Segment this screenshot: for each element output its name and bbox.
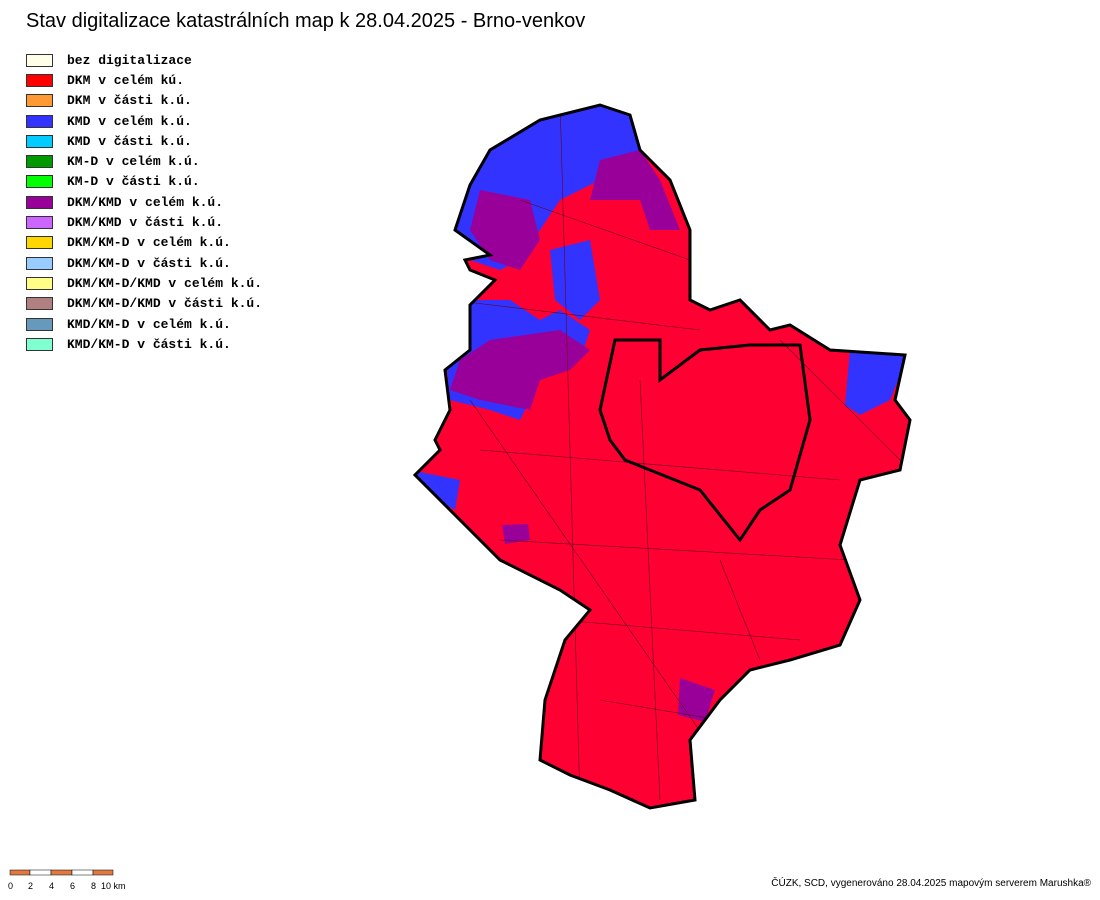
legend-label: KMD/KM-D v celém k.ú. [67,316,231,332]
scale-label: 2 [28,881,33,891]
legend: bez digitalizace DKM v celém kú. DKM v čás… [26,50,262,354]
legend-item: DKM v celém kú. [26,70,262,90]
legend-item: KMD/KM-D v celém k.ú. [26,314,262,334]
legend-label: KMD v celém k.ú. [67,113,192,129]
legend-item: KM-D v části k.ú. [26,172,262,192]
scale-label: 6 [70,881,75,891]
legend-item: DKM/KMD v části k.ú. [26,212,262,232]
legend-swatch [26,155,53,169]
legend-item: bez digitalizace [26,50,262,70]
legend-label: DKM/KM-D v části k.ú. [67,255,231,271]
scale-label: 4 [49,881,54,891]
legend-swatch [26,94,53,108]
legend-item: KMD v části k.ú. [26,131,262,151]
legend-item: KMD/KM-D v části k.ú. [26,334,262,354]
district-border [412,103,912,810]
legend-label: DKM/KM-D/KMD v části k.ú. [67,296,263,312]
legend-item: DKM/KM-D v celém k.ú. [26,233,262,253]
scale-label: 10 km [101,881,126,891]
legend-swatch [26,195,53,209]
legend-swatch [26,297,53,311]
legend-label: KMD/KM-D v části k.ú. [67,336,231,352]
legend-swatch [26,114,53,128]
map-regions [415,105,910,808]
legend-label: KM-D v celém k.ú. [67,154,200,170]
legend-swatch [26,216,53,230]
legend-swatch [26,256,53,270]
legend-item: DKM/KM-D v části k.ú. [26,253,262,273]
legend-swatch [26,236,53,250]
credit: ČÚZK, SCD, vygenerováno 28.04.2025 mapov… [771,878,1091,889]
legend-item: DKM/KMD v celém k.ú. [26,192,262,212]
legend-swatch [26,134,53,148]
legend-swatch [26,337,53,351]
legend-label: DKM v části k.ú. [67,93,192,109]
legend-item: KMD v celém k.ú. [26,111,262,131]
legend-swatch [26,73,53,87]
legend-label: DKM v celém kú. [67,72,185,88]
legend-item: DKM v části k.ú. [26,91,262,111]
legend-swatch [26,175,53,189]
legend-item: KM-D v celém k.ú. [26,151,262,171]
scale-labels: 0 2 4 6 8 10 km [8,881,126,891]
legend-label: DKM/KM-D v celém k.ú. [67,235,231,251]
legend-label: DKM/KM-D/KMD v celém k.ú. [67,275,263,291]
legend-label: KMD v části k.ú. [67,133,192,149]
title: Stav digitalizace katastrálních map k 28… [26,10,586,32]
scale-bar [9,869,114,876]
scale-label: 0 [8,881,13,891]
legend-swatch [26,276,53,290]
legend-label: KM-D v části k.ú. [67,174,200,190]
legend-label: DKM/KMD v celém k.ú. [67,194,224,210]
legend-item: DKM/KM-D/KMD v části k.ú. [26,294,262,314]
legend-swatch [26,53,53,67]
legend-item: DKM/KM-D/KMD v celém k.ú. [26,273,262,293]
scale-label: 8 [91,881,96,891]
legend-label: bez digitalizace [67,52,192,68]
legend-label: DKM/KMD v části k.ú. [67,215,224,231]
legend-swatch [26,317,53,331]
